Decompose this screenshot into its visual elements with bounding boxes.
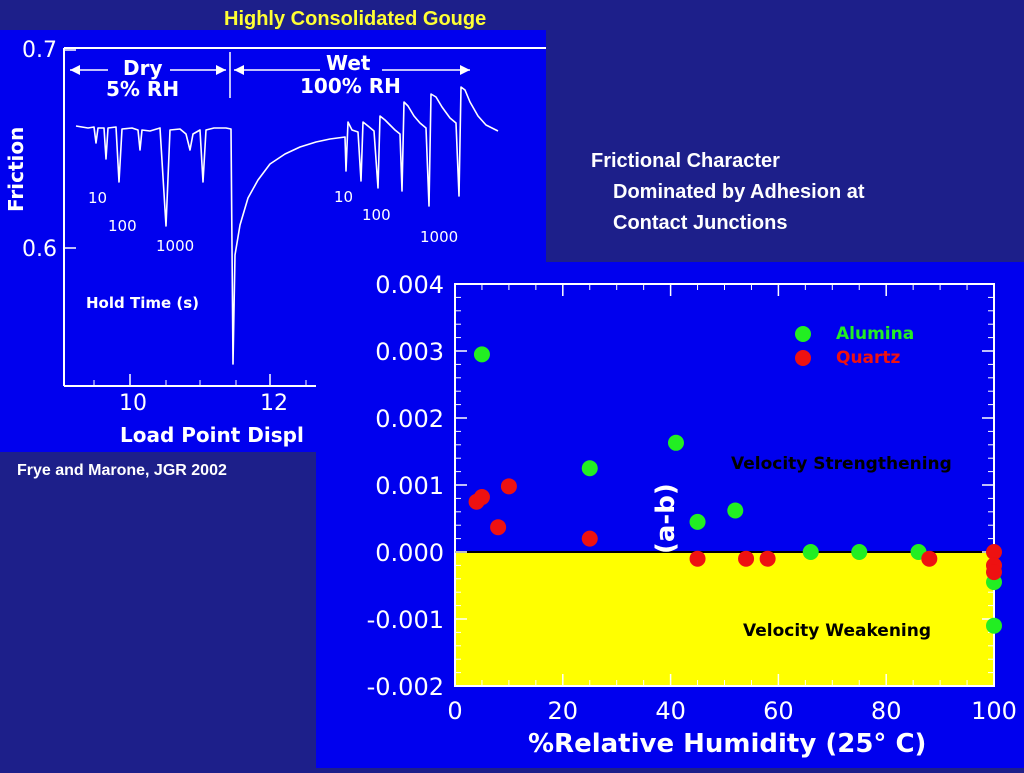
scatter-xtick-label: 40 — [655, 697, 686, 725]
slide-title: Highly Consolidated Gouge — [224, 8, 487, 30]
wet-label: Wet — [326, 51, 371, 75]
scatter-x-axis-label: %Relative Humidity (25° C) — [528, 729, 926, 759]
quartz-point — [759, 550, 776, 567]
legend-alumina-label: Alumina — [836, 324, 914, 344]
wet-hold-10: 10 — [334, 188, 353, 206]
scatter-xtick-label: 20 — [548, 697, 579, 725]
scatter-legend: Alumina Quartz — [795, 324, 914, 368]
scatter-ytick-label: -0.001 — [367, 606, 444, 634]
friction-xtick-1: 12 — [260, 391, 288, 416]
friction-trace — [75, 86, 499, 365]
scatter-xtick-label: 60 — [763, 697, 794, 725]
citation: Frye and Marone, JGR 2002 — [17, 462, 227, 479]
dry-hold-1000: 1000 — [156, 237, 194, 255]
wet-region-annotation: Wet 100% RH — [234, 51, 470, 98]
alumina-point — [473, 346, 490, 363]
legend-quartz-label: Quartz — [836, 348, 901, 368]
scatter-y-axis-label: (a-b) — [651, 483, 681, 554]
dry-region-annotation: Dry 5% RH — [70, 56, 226, 101]
alumina-point — [851, 544, 868, 560]
friction-ytick-0: 0.7 — [22, 38, 57, 63]
wet-hold-1000: 1000 — [420, 228, 458, 246]
legend-alumina-marker — [795, 326, 811, 342]
scatter-xtick-label: 100 — [971, 697, 1017, 725]
alumina-point — [802, 544, 819, 560]
velocity-weakening-label: Velocity Weakening — [743, 621, 931, 641]
dry-label: Dry — [123, 56, 163, 80]
dry-rh-label: 5% RH — [106, 77, 179, 101]
quartz-point — [921, 550, 938, 567]
wet-hold-100: 100 — [362, 206, 391, 224]
quartz-point — [500, 478, 517, 495]
scatter-ytick-label: 0.000 — [375, 539, 444, 567]
quartz-point — [473, 489, 490, 506]
wet-rh-label: 100% RH — [300, 74, 401, 98]
scatter-ytick-label: 0.001 — [375, 472, 444, 500]
dry-hold-100: 100 — [108, 217, 137, 235]
dry-hold-10: 10 — [88, 189, 107, 207]
scatter-ytick-label: 0.004 — [375, 271, 444, 299]
note-line-1: Frictional Character — [591, 150, 780, 172]
note-line-2: Dominated by Adhesion at — [613, 181, 865, 203]
scatter-ytick-label: -0.002 — [367, 673, 444, 701]
friction-chart-panel: 0.7 0.6 10 12 Friction Load Point Displ … — [0, 30, 546, 452]
quartz-point — [986, 564, 1002, 581]
quartz-point — [689, 550, 706, 567]
legend-quartz-marker — [795, 350, 811, 366]
frictional-character-note: Frictional Character Dominated by Adhesi… — [591, 146, 865, 239]
quartz-point — [490, 519, 507, 536]
rate-state-scatter-chart: 0.004 0.003 0.002 0.001 0.000 -0.001 -0.002 0 2… — [367, 271, 1017, 759]
quartz-point — [581, 530, 598, 547]
quartz-point — [738, 550, 755, 567]
hold-time-caption: Hold Time (s) — [86, 294, 199, 312]
note-line-3: Contact Junctions — [613, 212, 788, 234]
alumina-point — [689, 513, 706, 530]
alumina-point — [986, 617, 1002, 634]
alumina-point — [581, 460, 598, 477]
velocity-strengthening-label: Velocity Strengthening — [731, 454, 952, 474]
friction-xtick-0: 10 — [119, 391, 147, 416]
friction-chart: 0.7 0.6 10 12 Friction Load Point Displ … — [4, 38, 546, 447]
friction-y-axis-label: Friction — [4, 127, 28, 212]
velocity-weakening-region — [455, 552, 994, 686]
scatter-ytick-label: 0.003 — [375, 338, 444, 366]
alumina-point — [727, 502, 744, 519]
scatter-xtick-label: 0 — [447, 697, 462, 725]
scatter-xtick-label: 80 — [871, 697, 902, 725]
friction-ytick-1: 0.6 — [22, 237, 57, 262]
quartz-point — [986, 544, 1002, 560]
scatter-ytick-label: 0.002 — [375, 405, 444, 433]
rate-state-chart-panel: 0.004 0.003 0.002 0.001 0.000 -0.001 -0.002 0 2… — [316, 262, 1024, 768]
alumina-point — [667, 434, 684, 451]
friction-x-axis-label: Load Point Displ — [120, 423, 304, 447]
